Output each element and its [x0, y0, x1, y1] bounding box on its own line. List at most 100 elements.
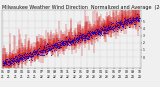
- Point: [76, 40, 78, 41]
- Point: [115, 22, 117, 23]
- Point: [17, 60, 19, 61]
- Point: [56, 46, 58, 47]
- Point: [125, 21, 127, 22]
- Point: [122, 25, 125, 26]
- Point: [135, 19, 137, 20]
- Point: [94, 33, 96, 34]
- Point: [91, 31, 94, 33]
- Point: [76, 40, 79, 41]
- Point: [3, 64, 6, 65]
- Point: [119, 21, 121, 22]
- Point: [112, 27, 115, 29]
- Point: [6, 62, 9, 63]
- Point: [91, 32, 94, 33]
- Point: [45, 43, 48, 45]
- Point: [10, 59, 13, 60]
- Point: [112, 29, 114, 31]
- Point: [2, 60, 4, 62]
- Point: [11, 62, 14, 64]
- Point: [14, 60, 16, 61]
- Point: [33, 50, 35, 51]
- Point: [92, 31, 95, 33]
- Point: [49, 54, 52, 55]
- Point: [80, 37, 83, 38]
- Point: [62, 42, 65, 44]
- Point: [104, 32, 107, 34]
- Point: [93, 32, 96, 33]
- Point: [113, 27, 116, 28]
- Point: [96, 29, 98, 30]
- Point: [130, 21, 132, 22]
- Point: [4, 62, 6, 63]
- Point: [22, 56, 24, 58]
- Point: [49, 49, 51, 51]
- Point: [39, 50, 41, 52]
- Point: [133, 21, 135, 22]
- Point: [24, 53, 26, 54]
- Point: [36, 52, 39, 54]
- Point: [79, 36, 82, 38]
- Point: [41, 49, 44, 51]
- Point: [120, 19, 123, 21]
- Point: [115, 25, 118, 27]
- Point: [96, 33, 99, 34]
- Point: [135, 19, 137, 20]
- Point: [106, 32, 108, 33]
- Point: [4, 60, 6, 61]
- Point: [26, 55, 29, 57]
- Point: [28, 52, 31, 53]
- Point: [125, 21, 127, 23]
- Point: [28, 55, 31, 57]
- Point: [124, 23, 127, 25]
- Point: [133, 20, 136, 21]
- Point: [68, 41, 71, 43]
- Point: [38, 50, 40, 51]
- Point: [11, 60, 13, 62]
- Point: [132, 19, 134, 20]
- Point: [19, 56, 22, 58]
- Point: [39, 46, 42, 47]
- Point: [59, 44, 62, 45]
- Point: [45, 48, 48, 50]
- Point: [3, 60, 6, 62]
- Point: [106, 29, 108, 31]
- Point: [121, 21, 123, 22]
- Point: [68, 40, 70, 41]
- Point: [8, 58, 10, 59]
- Point: [62, 45, 64, 46]
- Point: [48, 49, 50, 51]
- Point: [69, 40, 72, 42]
- Point: [53, 44, 56, 46]
- Point: [67, 45, 70, 46]
- Point: [129, 18, 131, 19]
- Point: [80, 37, 82, 39]
- Point: [3, 62, 5, 63]
- Point: [77, 35, 80, 36]
- Point: [101, 30, 104, 31]
- Point: [103, 29, 106, 30]
- Point: [63, 43, 66, 45]
- Point: [100, 29, 103, 30]
- Point: [87, 35, 90, 36]
- Point: [85, 34, 88, 36]
- Point: [2, 65, 5, 66]
- Point: [82, 37, 84, 39]
- Point: [121, 25, 124, 26]
- Point: [138, 19, 140, 21]
- Point: [102, 26, 105, 27]
- Point: [41, 52, 44, 53]
- Point: [107, 24, 110, 25]
- Point: [67, 43, 69, 45]
- Point: [29, 55, 32, 56]
- Point: [112, 27, 115, 28]
- Point: [60, 46, 63, 47]
- Point: [12, 61, 15, 63]
- Point: [101, 27, 104, 28]
- Point: [90, 31, 92, 32]
- Point: [35, 53, 38, 54]
- Point: [54, 44, 56, 45]
- Point: [60, 44, 63, 45]
- Point: [11, 63, 14, 65]
- Point: [25, 56, 27, 57]
- Point: [117, 24, 119, 26]
